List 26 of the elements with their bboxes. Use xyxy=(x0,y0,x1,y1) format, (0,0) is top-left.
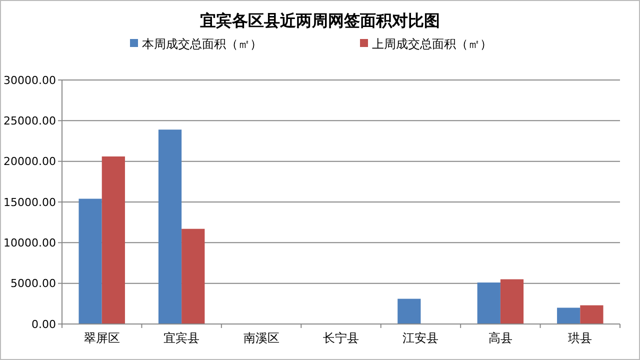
bar xyxy=(398,298,421,324)
bar xyxy=(182,228,205,324)
y-tick-label: 25000.00 xyxy=(4,114,56,128)
chart-title: 宜宾各区县近两周网签面积对比图 xyxy=(200,11,440,30)
legend-label: 本周成交总面积（㎡） xyxy=(142,37,262,51)
y-tick-label: 20000.00 xyxy=(4,155,56,168)
bar xyxy=(158,130,182,324)
y-tick-label: 15000.00 xyxy=(4,196,56,209)
bar xyxy=(557,308,580,324)
y-tick-label: 30000.00 xyxy=(4,74,56,87)
bar xyxy=(580,305,604,324)
y-tick-label: 5000.00 xyxy=(10,277,56,290)
bar xyxy=(78,198,102,324)
bar xyxy=(500,279,524,324)
x-tick-label: 南溪区 xyxy=(243,331,280,345)
y-tick-label: 10000.00 xyxy=(4,236,56,250)
y-tick-label: 0.00 xyxy=(32,318,56,331)
legend-label: 上周成交总面积（㎡） xyxy=(372,37,492,51)
x-tick-label: 江安县 xyxy=(402,331,439,345)
bar xyxy=(477,282,500,324)
x-tick-label: 翠屏区 xyxy=(84,331,120,345)
x-tick-label: 长宁县 xyxy=(323,331,359,345)
x-tick-label: 珙县 xyxy=(568,331,592,345)
bar xyxy=(102,156,125,324)
x-tick-label: 高县 xyxy=(488,331,512,345)
x-tick-label: 宜宾县 xyxy=(164,331,200,345)
